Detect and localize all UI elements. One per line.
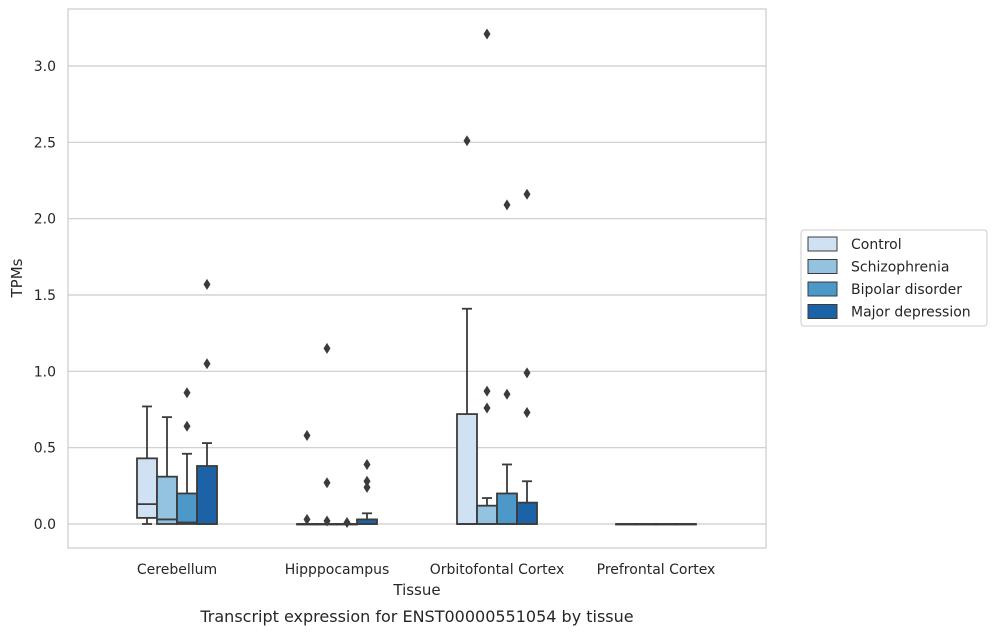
outlier-point	[323, 342, 331, 354]
outlier-point	[203, 358, 211, 370]
outlier-point	[203, 278, 211, 290]
box-body	[516, 501, 538, 525]
outlier-point	[303, 513, 311, 525]
box-major-depression	[196, 278, 218, 525]
y-tick-label: 3.0	[34, 59, 56, 75]
outlier-point	[343, 516, 351, 528]
outlier-point	[363, 475, 371, 487]
legend-label: Control	[851, 237, 902, 253]
box-body	[176, 492, 198, 525]
legend-swatch	[807, 304, 838, 319]
box-body	[496, 492, 518, 525]
outlier-point	[323, 515, 331, 527]
outlier-point	[523, 407, 531, 419]
x-axis-title: Tissue	[392, 581, 440, 599]
chart-title: Transcript expression for ENST0000055105…	[199, 607, 633, 626]
y-tick-label: 2.5	[34, 135, 56, 151]
boxes	[136, 28, 697, 528]
box-body	[156, 475, 178, 525]
box-bipolar-disorder	[336, 516, 358, 528]
x-tick-label: Prefrontal Cortex	[597, 562, 716, 578]
outlier-point	[363, 458, 371, 470]
legend-label: Bipolar disorder	[851, 282, 962, 298]
y-tick-label: 1.0	[34, 364, 56, 380]
outlier-point	[463, 135, 471, 147]
legend-swatch	[807, 259, 838, 274]
outlier-point	[363, 481, 371, 493]
grid-lines	[68, 65, 766, 525]
legend: Control Schizophrenia Bipolar disorder Majo…	[800, 229, 988, 327]
outlier-point	[503, 199, 511, 211]
y-tick-label: 0.5	[34, 441, 56, 457]
legend-frame	[800, 229, 988, 327]
legend-label: Major depression	[851, 305, 971, 321]
box-bipolar-disorder	[655, 523, 677, 526]
outlier-point	[183, 420, 191, 432]
x-tick-labels: Cerebellum Hipppocampus Orbitofontal Corte…	[137, 562, 715, 578]
box-schizophrenia	[156, 416, 178, 525]
box-body	[136, 457, 158, 519]
box-schizophrenia	[635, 523, 657, 526]
outlier-point	[503, 388, 511, 400]
x-tick-label: Hipppocampus	[285, 562, 390, 578]
box-schizophrenia	[476, 28, 498, 525]
box-control	[615, 523, 637, 526]
outlier-point	[483, 402, 491, 414]
box-body	[476, 504, 498, 525]
outlier-point	[183, 387, 191, 399]
y-tick-label: 0.0	[34, 517, 56, 533]
box-schizophrenia	[316, 342, 338, 527]
x-tick-label: Orbitofontal Cortex	[430, 562, 565, 578]
outlier-point	[323, 477, 331, 489]
box-body	[456, 413, 478, 525]
box-major-depression	[356, 458, 378, 525]
box-bipolar-disorder	[176, 387, 198, 525]
box-control	[456, 135, 478, 525]
outlier-point	[483, 385, 491, 397]
legend-swatch	[807, 281, 838, 297]
outlier-point	[483, 28, 491, 40]
box-control	[296, 429, 318, 526]
box-major-depression	[675, 523, 697, 526]
y-axis-title: TPMs	[8, 258, 26, 298]
plot-area-frame	[67, 8, 767, 549]
box-body	[196, 465, 218, 525]
outlier-point	[523, 367, 531, 379]
box-bipolar-disorder	[496, 199, 518, 525]
outlier-point	[523, 188, 531, 200]
legend-label: Schizophrenia	[851, 260, 949, 276]
x-tick-label: Cerebellum	[137, 562, 217, 578]
y-tick-label: 1.5	[34, 288, 56, 304]
outlier-point	[303, 429, 311, 441]
legend-swatch	[807, 236, 838, 252]
y-tick-labels: 0.0 0.5 1.0 1.5 2.0 2.5 3.0	[34, 59, 56, 533]
box-major-depression	[516, 188, 538, 525]
box-control	[136, 405, 158, 525]
y-tick-label: 2.0	[34, 212, 56, 228]
